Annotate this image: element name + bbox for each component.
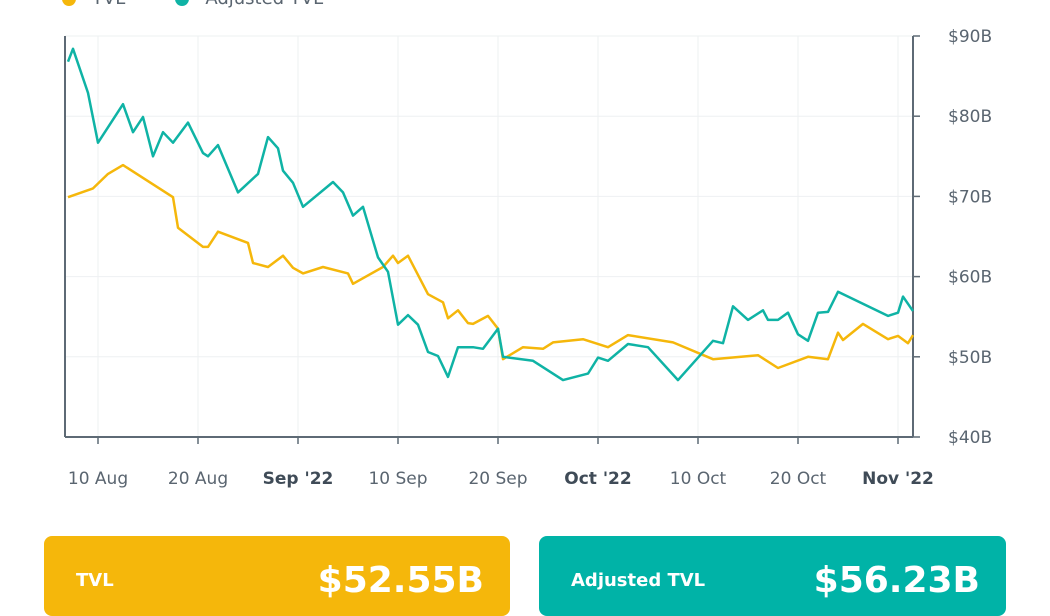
series-line-tvl [67,163,915,370]
tvl-card: TVL $52.55B [44,536,510,616]
x-tick-label: 20 Oct [770,469,827,489]
x-tick-label: 10 Sep [368,469,427,489]
y-tick-label: $90B [948,27,992,47]
x-tick-label: 20 Aug [168,469,228,489]
tvl-card-value: $52.55B [317,559,484,601]
legend-dot-icon [175,0,190,6]
adjusted-tvl-card-label: Adjusted TVL [571,569,706,591]
legend-dot-icon [62,0,76,6]
x-tick-label: Nov '22 [862,469,934,489]
y-tick-label: $60B [948,268,992,288]
adjusted-tvl-card-value: $56.23B [813,559,980,601]
x-tick-label: 10 Oct [670,469,727,489]
chart-legend: TVL Adjusted TVL [62,0,373,9]
tvl-line-chart: $40B $50B $60B $70B $80B $90B 10 Aug 20 Aug Sep … [64,27,992,489]
legend-item-adjusted-tvl[interactable]: Adjusted TVL [175,0,323,9]
y-tick-label: $40B [948,428,992,448]
legend-item-tvl[interactable]: TVL [62,0,125,9]
x-tick-label: Sep '22 [263,469,334,489]
adjusted-tvl-card: Adjusted TVL $56.23B [539,536,1006,616]
y-tick-label: $80B [948,107,992,127]
y-tick-label: $70B [948,187,992,207]
tvl-card-label: TVL [76,569,114,591]
series-line-adjusted-tvl [66,47,915,382]
x-tick-label: Oct '22 [564,469,631,489]
y-tick-label: $50B [948,348,992,368]
legend-label: Adjusted TVL [205,0,323,9]
x-tick-label: 10 Aug [68,469,128,489]
legend-label: TVL [92,0,125,9]
x-tick-label: 20 Sep [468,469,527,489]
